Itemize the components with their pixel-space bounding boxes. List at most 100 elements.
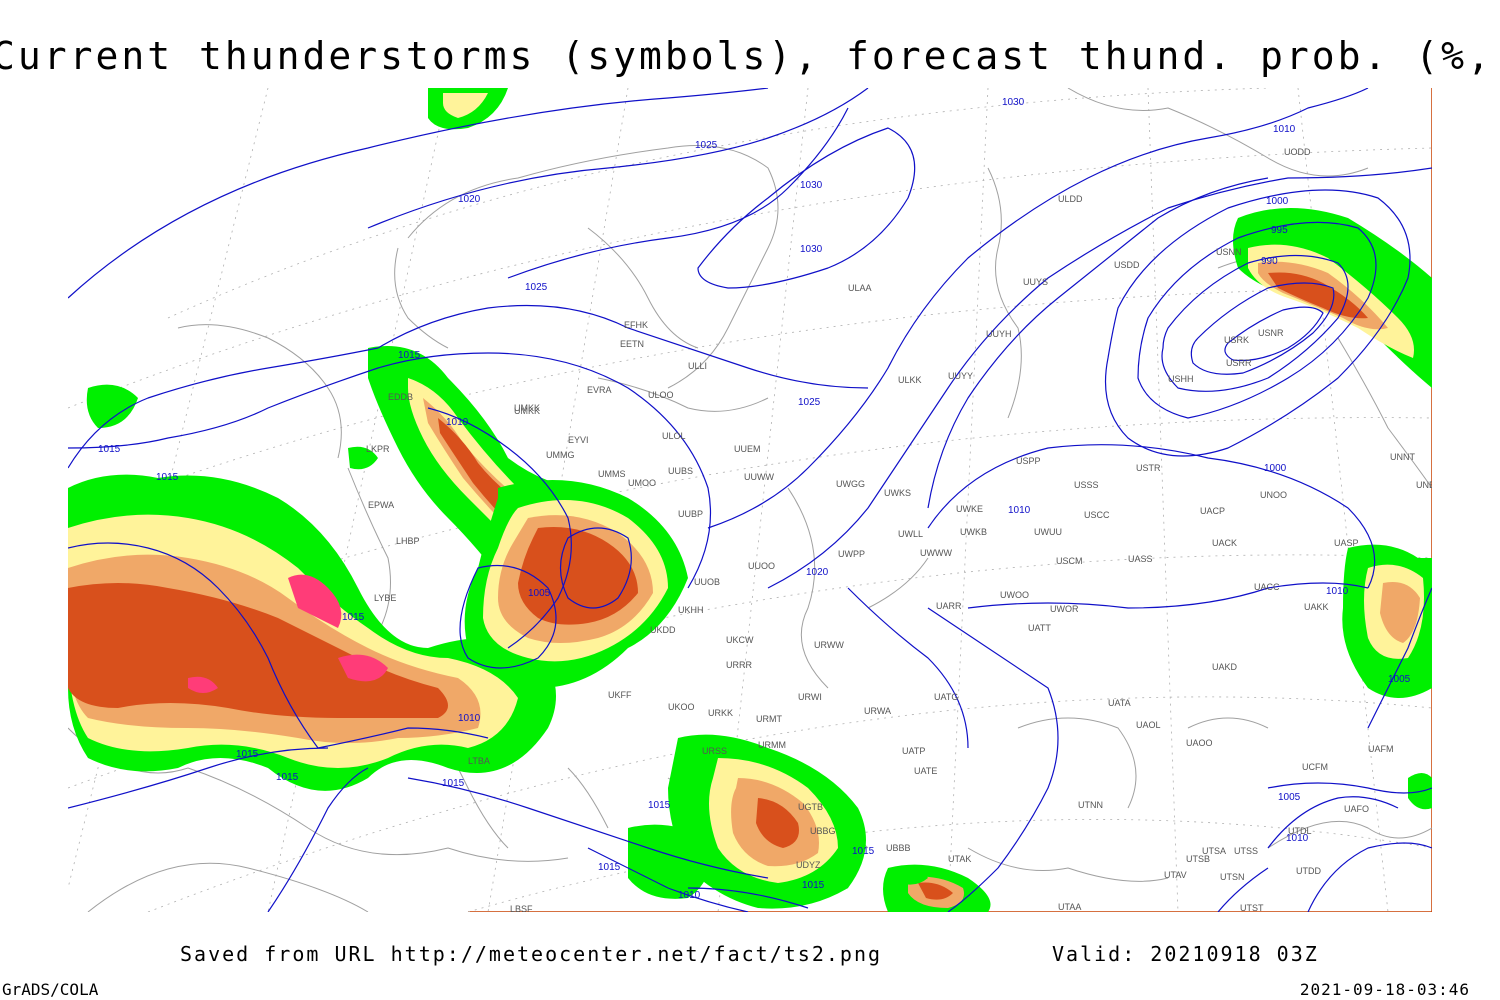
station-label: UNNT <box>1390 452 1415 462</box>
station-label: USCM <box>1056 556 1083 566</box>
station-label: UTSS <box>1234 846 1258 856</box>
isobar-label: 1015 <box>398 350 421 361</box>
station-label: USNN <box>1216 247 1242 257</box>
station-label: UTAA <box>1058 902 1081 912</box>
isobar-label: 1015 <box>442 778 465 789</box>
station-label: UARR <box>936 601 962 611</box>
station-label: URRR <box>726 660 752 670</box>
station-label: UWKS <box>884 488 911 498</box>
isobar-label: 1005 <box>528 588 551 599</box>
station-label: UTDL <box>1288 826 1312 836</box>
station-label: UTST <box>1240 903 1264 912</box>
isobar-labels: 1030 1010 1025 1030 1030 1020 1025 1015 … <box>98 97 1411 901</box>
station-label: UODD <box>1284 147 1311 157</box>
isobar-label: 1020 <box>806 567 829 578</box>
station-label: URWW <box>814 640 844 650</box>
station-label: UAKK <box>1304 602 1329 612</box>
station-label: UUYH <box>986 329 1012 339</box>
station-label: URMM <box>758 740 786 750</box>
station-label: UUOB <box>694 577 720 587</box>
station-label: URMT <box>756 714 782 724</box>
station-label: UATE <box>914 766 937 776</box>
isobar-label: 1015 <box>156 472 179 483</box>
station-label: EETN <box>620 339 644 349</box>
station-label: LKPR <box>366 444 390 454</box>
station-label: UWWW <box>920 548 952 558</box>
isobar-label: 1030 <box>800 244 823 255</box>
station-label: USRK <box>1224 335 1249 345</box>
isobar-label: 1005 <box>1388 674 1411 685</box>
station-label: UWLL <box>898 529 923 539</box>
isobar-label: 1010 <box>678 890 701 901</box>
station-label: UATT <box>1028 623 1051 633</box>
station-label: URSS <box>702 746 727 756</box>
station-label: UTAK <box>948 854 971 864</box>
station-label: UWOO <box>1000 590 1029 600</box>
station-label: UTSA <box>1202 846 1226 856</box>
station-label: UGTB <box>798 802 823 812</box>
station-label: UASP <box>1334 538 1359 548</box>
station-label: UWGG <box>836 479 865 489</box>
station-label: USHH <box>1168 374 1194 384</box>
map-title: Current thunderstorms (symbols), forecas… <box>0 34 1500 78</box>
isobar-label: 1015 <box>852 846 875 857</box>
isobar-label: 1015 <box>648 800 671 811</box>
station-label: EVRA <box>587 385 612 395</box>
isobar-label: 1015 <box>236 749 259 760</box>
isobar-label: 1010 <box>1326 586 1349 597</box>
isobar-label: 1025 <box>525 282 548 293</box>
station-label: UASS <box>1128 554 1153 564</box>
station-label: LHBP <box>396 536 420 546</box>
station-label: UUYY <box>948 371 973 381</box>
isobar-label: 1010 <box>446 417 469 428</box>
station-label: UKOO <box>668 702 695 712</box>
station-label: UKFF <box>608 690 632 700</box>
station-label: ULAA <box>848 283 872 293</box>
station-label: UAKD <box>1212 662 1238 672</box>
station-label: UBBB <box>886 843 911 853</box>
station-label: UMMG <box>546 450 575 460</box>
coastlines <box>68 88 1432 912</box>
station-label: USTR <box>1136 463 1161 473</box>
station-label: UTNN <box>1078 800 1103 810</box>
software-credit: GrADS/COLA <box>2 980 99 999</box>
isobar-label: 1000 <box>1264 463 1287 474</box>
station-label: ULDD <box>1058 194 1083 204</box>
station-label: EPWA <box>368 500 394 510</box>
station-label: UTSB <box>1186 854 1210 864</box>
station-label: UATG <box>934 692 958 702</box>
station-label: LYBE <box>374 593 396 603</box>
station-label: UBBG <box>810 826 836 836</box>
isobar-label: 1015 <box>342 612 365 623</box>
isobar-label: 1015 <box>276 772 299 783</box>
station-label: UTAV <box>1164 870 1187 880</box>
station-label: USPP <box>1016 456 1041 466</box>
station-label: URWA <box>864 706 891 716</box>
isobar-label: 1030 <box>1002 97 1025 108</box>
station-label: EYVI <box>568 435 589 445</box>
station-label: UTDD <box>1296 866 1321 876</box>
station-label: LBSF <box>510 904 533 912</box>
station-label: UCFM <box>1302 762 1328 772</box>
station-label: UKHH <box>678 605 704 615</box>
station-label: UUYS <box>1023 277 1048 287</box>
station-label: USRR <box>1226 358 1252 368</box>
isobar-label: 990 <box>1261 256 1278 267</box>
isobar-label: 1015 <box>802 880 825 891</box>
isobar-label: 1000 <box>1266 196 1289 207</box>
station-label: ULLI <box>688 361 707 371</box>
station-label: UAFM <box>1368 744 1394 754</box>
isobar-label: 1010 <box>1008 505 1031 516</box>
station-label: UATA <box>1108 698 1131 708</box>
isobar-label: 1025 <box>798 397 821 408</box>
isobar-label: 1005 <box>1278 792 1301 803</box>
valid-time: Valid: 20210918 03Z <box>1052 942 1319 966</box>
isobar-label: 1010 <box>1273 124 1296 135</box>
station-label: UTSN <box>1220 872 1245 882</box>
station-labels: UODD ULDD USDD UUYS USNN USRK USRR USNR … <box>366 147 1432 912</box>
isobar-label: 1010 <box>1286 833 1309 844</box>
station-label: URKK <box>708 708 733 718</box>
isobar-label: 1015 <box>98 444 121 455</box>
station-label: EFHK <box>624 320 648 330</box>
station-label: LTBA <box>468 756 490 766</box>
